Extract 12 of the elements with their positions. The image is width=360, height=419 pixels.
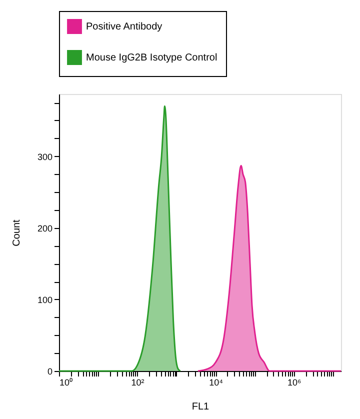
y-tick-label: 0 [47, 366, 52, 376]
x-tick-label: 10⁰ [60, 378, 73, 388]
x-tick-label: 10⁶ [288, 378, 302, 388]
x-axis-title: FL1 [192, 402, 210, 412]
legend-label: Mouse IgG2B Isotype Control [86, 52, 218, 64]
y-tick-label: 100 [37, 294, 52, 305]
x-tick-label: 10⁴ [209, 378, 224, 388]
y-tick-label: 300 [37, 152, 52, 162]
x-tick-label: 10² [131, 378, 144, 388]
y-axis-title: Count [11, 219, 22, 246]
y-tick-label: 200 [37, 223, 52, 234]
legend-label: Positive Antibody [86, 22, 162, 32]
